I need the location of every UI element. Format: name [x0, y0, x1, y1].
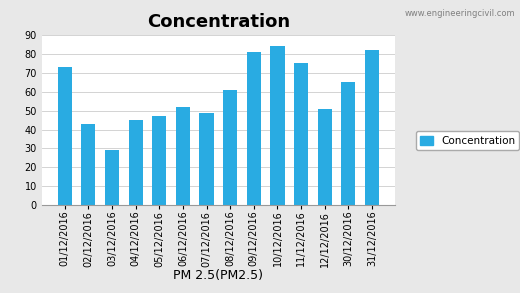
X-axis label: PM 2.5(PM2.5): PM 2.5(PM2.5) — [173, 269, 264, 282]
Bar — [318, 109, 332, 205]
Bar — [152, 116, 166, 205]
Bar — [223, 90, 237, 205]
Bar — [365, 50, 379, 205]
Bar — [58, 67, 72, 205]
Bar — [270, 47, 284, 205]
Bar — [341, 82, 356, 205]
Bar — [176, 107, 190, 205]
Bar — [294, 64, 308, 205]
Bar — [200, 113, 214, 205]
Text: www.engineeringcivil.com: www.engineeringcivil.com — [404, 9, 515, 18]
Bar — [105, 150, 119, 205]
Title: Concentration: Concentration — [147, 13, 290, 31]
Legend: Concentration: Concentration — [416, 131, 519, 150]
Bar — [81, 124, 96, 205]
Bar — [247, 52, 261, 205]
Bar — [128, 120, 143, 205]
